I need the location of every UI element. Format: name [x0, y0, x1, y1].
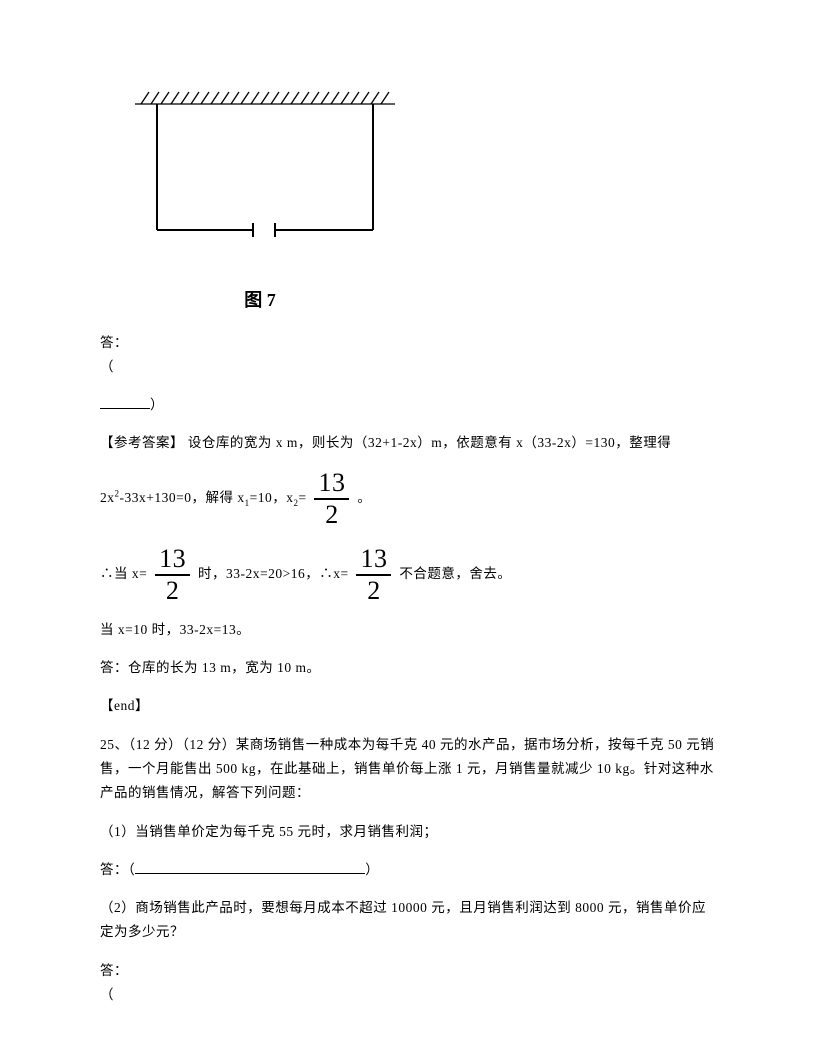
blank-underline: [100, 396, 150, 410]
figure-7: [135, 90, 716, 254]
solution-line-3: ∴当 x= 13 2 时，33-2x=20>16，∴x= 13 2 不合题意，舍…: [100, 546, 716, 604]
page-container: 图 7 答： （ ） 【参考答案】 设仓库的宽为 x m，则长为（32+1-2x…: [0, 0, 816, 1061]
solution-line-5: 答：仓库的长为 13 m，宽为 10 m。: [100, 656, 716, 680]
q1-close: ）: [365, 862, 379, 877]
sol3a: ∴当 x=: [100, 566, 151, 581]
frac-den-b: 2: [155, 576, 190, 604]
frac-den-c: 2: [356, 576, 391, 604]
sol2a: 2x: [100, 490, 115, 505]
sol3c: 不合题意，舍去。: [399, 566, 511, 581]
warehouse-diagram: [135, 90, 395, 245]
answer-prompt-1: 答： （: [100, 331, 716, 380]
problem-25-q2-answer: 答： （: [100, 959, 716, 1008]
frac-den: 2: [314, 500, 349, 528]
solution-end: 【end】: [100, 694, 716, 718]
problem-25-heading: 25、（12 分）（12 分）某商场销售一种成本为每千克 40 元的水产品，据市…: [100, 733, 716, 806]
sol2e: 。: [357, 490, 371, 505]
paren-close: ）: [150, 397, 164, 412]
frac-num-b: 13: [155, 546, 190, 576]
sol3b: 时，33-2x=20>16，∴x=: [198, 566, 352, 581]
problem-25-q1-answer: 答：（ ）: [100, 858, 716, 882]
fraction-13-2-c: 13 2: [356, 546, 391, 604]
solution-line-1: 【参考答案】 设仓库的宽为 x m，则长为（32+1-2x）m，依题意有 x（3…: [100, 431, 716, 455]
solution-line-4: 当 x=10 时，33-2x=13。: [100, 618, 716, 642]
frac-num: 13: [314, 470, 349, 500]
blank-line-1: ）: [100, 393, 716, 417]
sol2b: -33x+130=0，解得 x: [120, 490, 245, 505]
q2-paren: （: [100, 987, 114, 1002]
answer-label: 答：: [100, 335, 128, 350]
frac-num-c: 13: [356, 546, 391, 576]
problem-25-q1: （1）当销售单价定为每千克 55 元时，求月销售利润；: [100, 820, 716, 844]
q1-blank: [135, 860, 365, 874]
q1-ans-label: 答：（: [100, 862, 135, 877]
solution-label: 【参考答案】: [100, 435, 184, 450]
fraction-13-2-b: 13 2: [155, 546, 190, 604]
q2-ans-label: 答：: [100, 963, 128, 978]
paren-open: （: [100, 359, 114, 374]
fraction-13-2-a: 13 2: [314, 470, 349, 528]
sol2c: =10，x: [250, 490, 294, 505]
problem-25-q2: （2）商场销售此产品时，要想每月成本不超过 10000 元，且月销售利润达到 8…: [100, 896, 716, 945]
solution-text-1: 设仓库的宽为 x m，则长为（32+1-2x）m，依题意有 x（33-2x）=1…: [184, 435, 671, 450]
figure-label: 图 7: [135, 284, 385, 316]
sol2d: =: [298, 490, 310, 505]
solution-line-2: 2x2-33x+130=0，解得 x1=10，x2= 13 2 。: [100, 470, 716, 528]
